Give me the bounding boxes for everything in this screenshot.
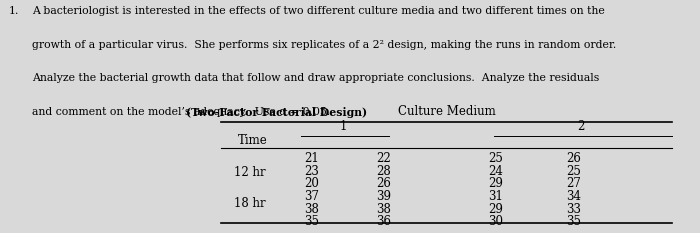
Text: 29: 29 bbox=[488, 177, 503, 190]
Text: 1.: 1. bbox=[8, 6, 19, 16]
Text: Analyze the bacterial growth data that follow and draw appropriate conclusions. : Analyze the bacterial growth data that f… bbox=[32, 73, 599, 83]
Text: 35: 35 bbox=[304, 215, 319, 228]
Text: 22: 22 bbox=[376, 152, 391, 165]
Text: 37: 37 bbox=[304, 190, 319, 203]
Text: Culture Medium: Culture Medium bbox=[398, 105, 496, 118]
Text: (Two-Factor Factorial Design): (Two-Factor Factorial Design) bbox=[186, 107, 368, 118]
Text: 39: 39 bbox=[376, 190, 391, 203]
Text: 29: 29 bbox=[488, 203, 503, 216]
Text: 26: 26 bbox=[566, 152, 582, 165]
Text: A bacteriologist is interested in the effects of two different culture media and: A bacteriologist is interested in the ef… bbox=[32, 6, 605, 16]
Text: 38: 38 bbox=[304, 203, 319, 216]
Text: 2: 2 bbox=[578, 120, 584, 134]
Text: 12 hr: 12 hr bbox=[234, 166, 266, 179]
Text: 36: 36 bbox=[376, 215, 391, 228]
Text: 24: 24 bbox=[488, 165, 503, 178]
Text: 38: 38 bbox=[376, 203, 391, 216]
Text: 1: 1 bbox=[340, 120, 346, 134]
Text: 25: 25 bbox=[566, 165, 582, 178]
Text: 27: 27 bbox=[566, 177, 582, 190]
Text: 35: 35 bbox=[566, 215, 582, 228]
Text: 18 hr: 18 hr bbox=[234, 197, 266, 210]
Text: growth of a particular virus.  She performs six replicates of a 2² design, makin: growth of a particular virus. She perfor… bbox=[32, 40, 617, 50]
Text: and comment on the model’s adequacy.  Use α = 0.05.: and comment on the model’s adequacy. Use… bbox=[32, 107, 337, 117]
Text: 33: 33 bbox=[566, 203, 582, 216]
Text: 26: 26 bbox=[376, 177, 391, 190]
Text: 21: 21 bbox=[304, 152, 319, 165]
Text: 20: 20 bbox=[304, 177, 319, 190]
Text: 23: 23 bbox=[304, 165, 319, 178]
Text: 31: 31 bbox=[488, 190, 503, 203]
Text: 30: 30 bbox=[488, 215, 503, 228]
Text: Time: Time bbox=[238, 134, 267, 147]
Text: 34: 34 bbox=[566, 190, 582, 203]
Text: 25: 25 bbox=[488, 152, 503, 165]
Text: 28: 28 bbox=[376, 165, 391, 178]
